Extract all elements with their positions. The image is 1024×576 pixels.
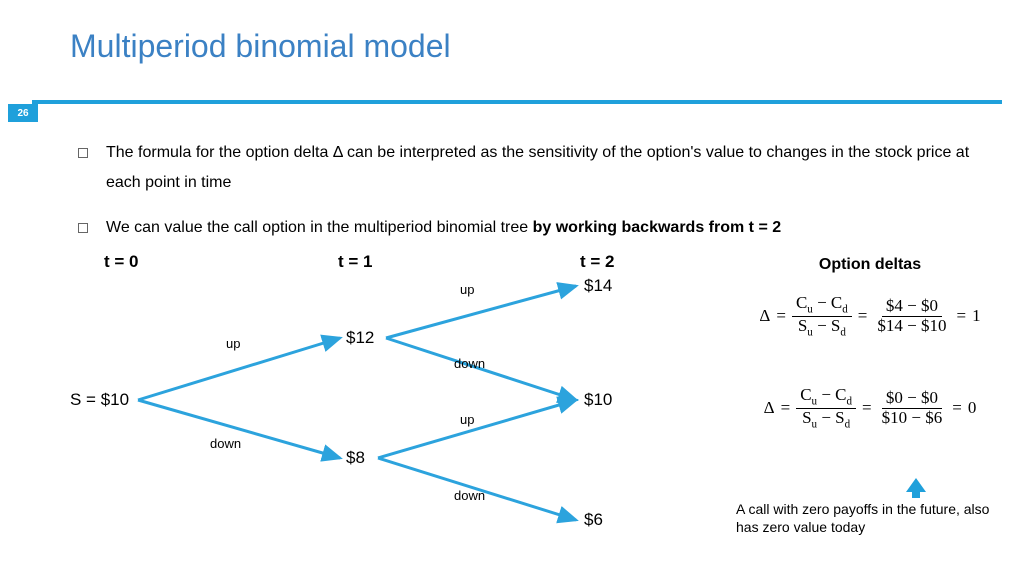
sub: d [845,418,851,430]
result: 0 [968,398,977,418]
den: $14 − $10 [873,317,950,336]
bullet-list: The formula for the option delta Δ can b… [78,138,988,257]
edge-label: down [210,436,241,451]
page-title: Multiperiod binomial model [70,28,451,65]
sym-delta: Δ [759,306,770,326]
var: C [831,293,842,312]
fraction: $4 − $0 $14 − $10 [873,297,950,335]
sub: d [847,395,853,407]
bullet-item: We can value the call option in the mult… [78,213,988,243]
page-number-badge: 26 [8,104,38,122]
op: − [817,385,835,404]
result: 1 [972,306,981,326]
var: S [802,408,811,427]
var: S [831,316,840,335]
sym-eq: = [952,398,962,418]
sym-eq: = [781,398,791,418]
node-up: $12 [346,328,374,348]
annotation-text: A call with zero payoffs in the future, … [736,500,1006,536]
op: − [817,408,835,427]
sub: d [842,303,848,315]
sym-eq: = [862,398,872,418]
edge-label: down [454,356,485,371]
sym-eq: = [776,306,786,326]
fraction: Cu − Cd Su − Sd [792,294,852,338]
var: C [796,293,807,312]
op: − [813,293,831,312]
bullet-text-bold: by working backwards from t = 2 [533,219,782,236]
node-downdown: $6 [584,510,603,530]
bullet-text: The formula for the option delta Δ can b… [106,144,969,191]
node-updown: $10 [584,390,612,410]
bullet-item: The formula for the option delta Δ can b… [78,138,988,199]
node-s0: S = $10 [70,390,129,410]
sym-eq: = [858,306,868,326]
var: S [798,316,807,335]
arrow-up-icon [906,478,926,492]
num: $4 − $0 [882,297,942,317]
node-upup: $14 [584,276,612,296]
deltas-heading: Option deltas [730,256,1010,274]
bullet-text: We can value the call option in the mult… [106,219,533,236]
divider [32,100,1002,104]
edge-label: down [454,488,485,503]
sym-delta: Δ [764,398,775,418]
delta-formula-2: Δ = Cu − Cd Su − Sd = $0 − $0 $10 − $6 =… [730,386,1010,430]
fraction: $0 − $0 $10 − $6 [878,389,947,427]
node-down: $8 [346,448,365,468]
delta-formula-1: Δ = Cu − Cd Su − Sd = $4 − $0 $14 − $10 … [730,294,1010,338]
var: C [835,385,846,404]
edge-label: up [226,336,240,351]
var: S [835,408,844,427]
num: $0 − $0 [882,389,942,409]
option-deltas: Option deltas Δ = Cu − Cd Su − Sd = $4 −… [730,256,1010,478]
fraction: Cu − Cd Su − Sd [796,386,856,430]
den: $10 − $6 [878,409,947,428]
binomial-tree: t = 0 t = 1 t = 2 S = $10 $12 $8 $14 $10… [60,252,680,562]
edge-label: up [460,282,474,297]
edge-label: up [460,412,474,427]
op: − [813,316,831,335]
sub: d [840,326,846,338]
var: C [800,385,811,404]
sym-eq: = [956,306,966,326]
